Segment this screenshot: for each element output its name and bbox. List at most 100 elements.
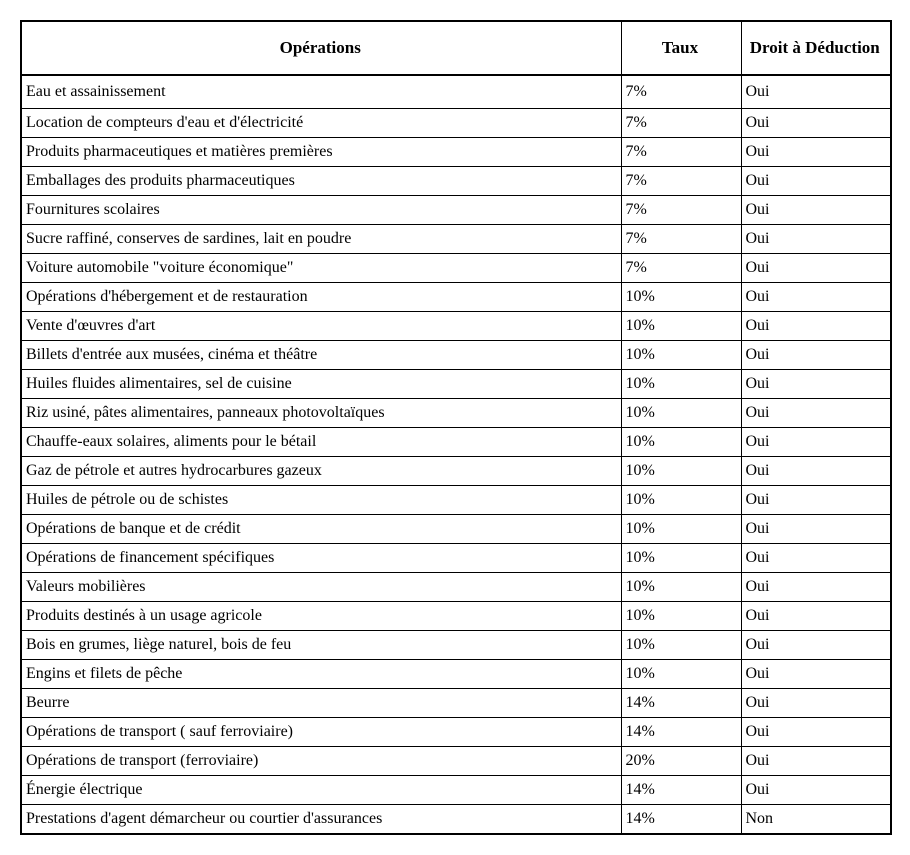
col-header-taux: Taux bbox=[621, 21, 741, 75]
cell-droit: Oui bbox=[741, 109, 891, 138]
cell-operation: Location de compteurs d'eau et d'électri… bbox=[21, 109, 621, 138]
cell-operation: Beurre bbox=[21, 689, 621, 718]
cell-taux: 10% bbox=[621, 544, 741, 573]
cell-operation: Opérations de financement spécifiques bbox=[21, 544, 621, 573]
cell-taux: 7% bbox=[621, 75, 741, 109]
table-row: Huiles de pétrole ou de schistes10%Oui bbox=[21, 486, 891, 515]
table-row: Voiture automobile "voiture économique"7… bbox=[21, 254, 891, 283]
cell-taux: 10% bbox=[621, 602, 741, 631]
cell-droit: Oui bbox=[741, 486, 891, 515]
cell-operation: Sucre raffiné, conserves de sardines, la… bbox=[21, 225, 621, 254]
cell-operation: Huiles de pétrole ou de schistes bbox=[21, 486, 621, 515]
cell-droit: Oui bbox=[741, 747, 891, 776]
cell-operation: Opérations d'hébergement et de restaurat… bbox=[21, 283, 621, 312]
cell-operation: Riz usiné, pâtes alimentaires, panneaux … bbox=[21, 399, 621, 428]
table-row: Riz usiné, pâtes alimentaires, panneaux … bbox=[21, 399, 891, 428]
cell-droit: Oui bbox=[741, 196, 891, 225]
table-row: Fournitures scolaires7%Oui bbox=[21, 196, 891, 225]
cell-taux: 10% bbox=[621, 573, 741, 602]
vat-table: Opérations Taux Droit à Déduction Eau et… bbox=[20, 20, 892, 835]
cell-operation: Opérations de transport (ferroviaire) bbox=[21, 747, 621, 776]
cell-droit: Oui bbox=[741, 341, 891, 370]
cell-operation: Fournitures scolaires bbox=[21, 196, 621, 225]
cell-operation: Produits pharmaceutiques et matières pre… bbox=[21, 138, 621, 167]
cell-operation: Produits destinés à un usage agricole bbox=[21, 602, 621, 631]
vat-table-container: Opérations Taux Droit à Déduction Eau et… bbox=[20, 20, 890, 835]
cell-droit: Oui bbox=[741, 283, 891, 312]
cell-operation: Opérations de transport ( sauf ferroviai… bbox=[21, 718, 621, 747]
cell-taux: 10% bbox=[621, 515, 741, 544]
cell-operation: Emballages des produits pharmaceutiques bbox=[21, 167, 621, 196]
cell-droit: Oui bbox=[741, 544, 891, 573]
cell-droit: Oui bbox=[741, 718, 891, 747]
cell-operation: Voiture automobile "voiture économique" bbox=[21, 254, 621, 283]
cell-taux: 7% bbox=[621, 225, 741, 254]
cell-operation: Gaz de pétrole et autres hydrocarbures g… bbox=[21, 457, 621, 486]
cell-operation: Vente d'œuvres d'art bbox=[21, 312, 621, 341]
table-row: Prestations d'agent démarcheur ou courti… bbox=[21, 805, 891, 835]
cell-operation: Billets d'entrée aux musées, cinéma et t… bbox=[21, 341, 621, 370]
cell-taux: 7% bbox=[621, 167, 741, 196]
cell-droit: Oui bbox=[741, 167, 891, 196]
table-header-row: Opérations Taux Droit à Déduction bbox=[21, 21, 891, 75]
cell-droit: Oui bbox=[741, 602, 891, 631]
cell-droit: Oui bbox=[741, 370, 891, 399]
cell-taux: 7% bbox=[621, 109, 741, 138]
table-row: Sucre raffiné, conserves de sardines, la… bbox=[21, 225, 891, 254]
cell-taux: 10% bbox=[621, 399, 741, 428]
cell-taux: 20% bbox=[621, 747, 741, 776]
cell-taux: 14% bbox=[621, 689, 741, 718]
cell-taux: 10% bbox=[621, 457, 741, 486]
cell-droit: Oui bbox=[741, 225, 891, 254]
cell-droit: Oui bbox=[741, 515, 891, 544]
cell-droit: Oui bbox=[741, 631, 891, 660]
cell-droit: Oui bbox=[741, 75, 891, 109]
table-row: Produits destinés à un usage agricole10%… bbox=[21, 602, 891, 631]
cell-droit: Oui bbox=[741, 660, 891, 689]
table-row: Eau et assainissement7%Oui bbox=[21, 75, 891, 109]
cell-taux: 10% bbox=[621, 660, 741, 689]
table-row: Opérations de banque et de crédit10%Oui bbox=[21, 515, 891, 544]
table-row: Chauffe-eaux solaires, aliments pour le … bbox=[21, 428, 891, 457]
col-header-operations: Opérations bbox=[21, 21, 621, 75]
cell-droit: Oui bbox=[741, 312, 891, 341]
cell-taux: 10% bbox=[621, 631, 741, 660]
cell-taux: 10% bbox=[621, 341, 741, 370]
cell-operation: Valeurs mobilières bbox=[21, 573, 621, 602]
cell-droit: Oui bbox=[741, 254, 891, 283]
cell-operation: Chauffe-eaux solaires, aliments pour le … bbox=[21, 428, 621, 457]
table-row: Billets d'entrée aux musées, cinéma et t… bbox=[21, 341, 891, 370]
col-header-droit: Droit à Déduction bbox=[741, 21, 891, 75]
cell-taux: 10% bbox=[621, 370, 741, 399]
cell-taux: 14% bbox=[621, 718, 741, 747]
vat-table-body: Eau et assainissement7%OuiLocation de co… bbox=[21, 75, 891, 834]
cell-taux: 10% bbox=[621, 428, 741, 457]
cell-operation: Prestations d'agent démarcheur ou courti… bbox=[21, 805, 621, 835]
table-row: Vente d'œuvres d'art10%Oui bbox=[21, 312, 891, 341]
cell-operation: Engins et filets de pêche bbox=[21, 660, 621, 689]
table-row: Opérations de transport (ferroviaire)20%… bbox=[21, 747, 891, 776]
table-row: Location de compteurs d'eau et d'électri… bbox=[21, 109, 891, 138]
cell-droit: Oui bbox=[741, 776, 891, 805]
cell-operation: Huiles fluides alimentaires, sel de cuis… bbox=[21, 370, 621, 399]
cell-droit: Oui bbox=[741, 689, 891, 718]
cell-operation: Opérations de banque et de crédit bbox=[21, 515, 621, 544]
table-row: Opérations d'hébergement et de restaurat… bbox=[21, 283, 891, 312]
cell-taux: 10% bbox=[621, 312, 741, 341]
table-row: Produits pharmaceutiques et matières pre… bbox=[21, 138, 891, 167]
table-row: Beurre14%Oui bbox=[21, 689, 891, 718]
table-row: Opérations de financement spécifiques10%… bbox=[21, 544, 891, 573]
cell-droit: Oui bbox=[741, 138, 891, 167]
cell-taux: 14% bbox=[621, 776, 741, 805]
cell-operation: Eau et assainissement bbox=[21, 75, 621, 109]
table-row: Valeurs mobilières10%Oui bbox=[21, 573, 891, 602]
cell-droit: Oui bbox=[741, 457, 891, 486]
table-row: Huiles fluides alimentaires, sel de cuis… bbox=[21, 370, 891, 399]
cell-droit: Oui bbox=[741, 573, 891, 602]
cell-taux: 7% bbox=[621, 254, 741, 283]
cell-droit: Oui bbox=[741, 399, 891, 428]
cell-droit: Non bbox=[741, 805, 891, 835]
table-row: Gaz de pétrole et autres hydrocarbures g… bbox=[21, 457, 891, 486]
table-row: Engins et filets de pêche10%Oui bbox=[21, 660, 891, 689]
table-row: Énergie électrique14%Oui bbox=[21, 776, 891, 805]
